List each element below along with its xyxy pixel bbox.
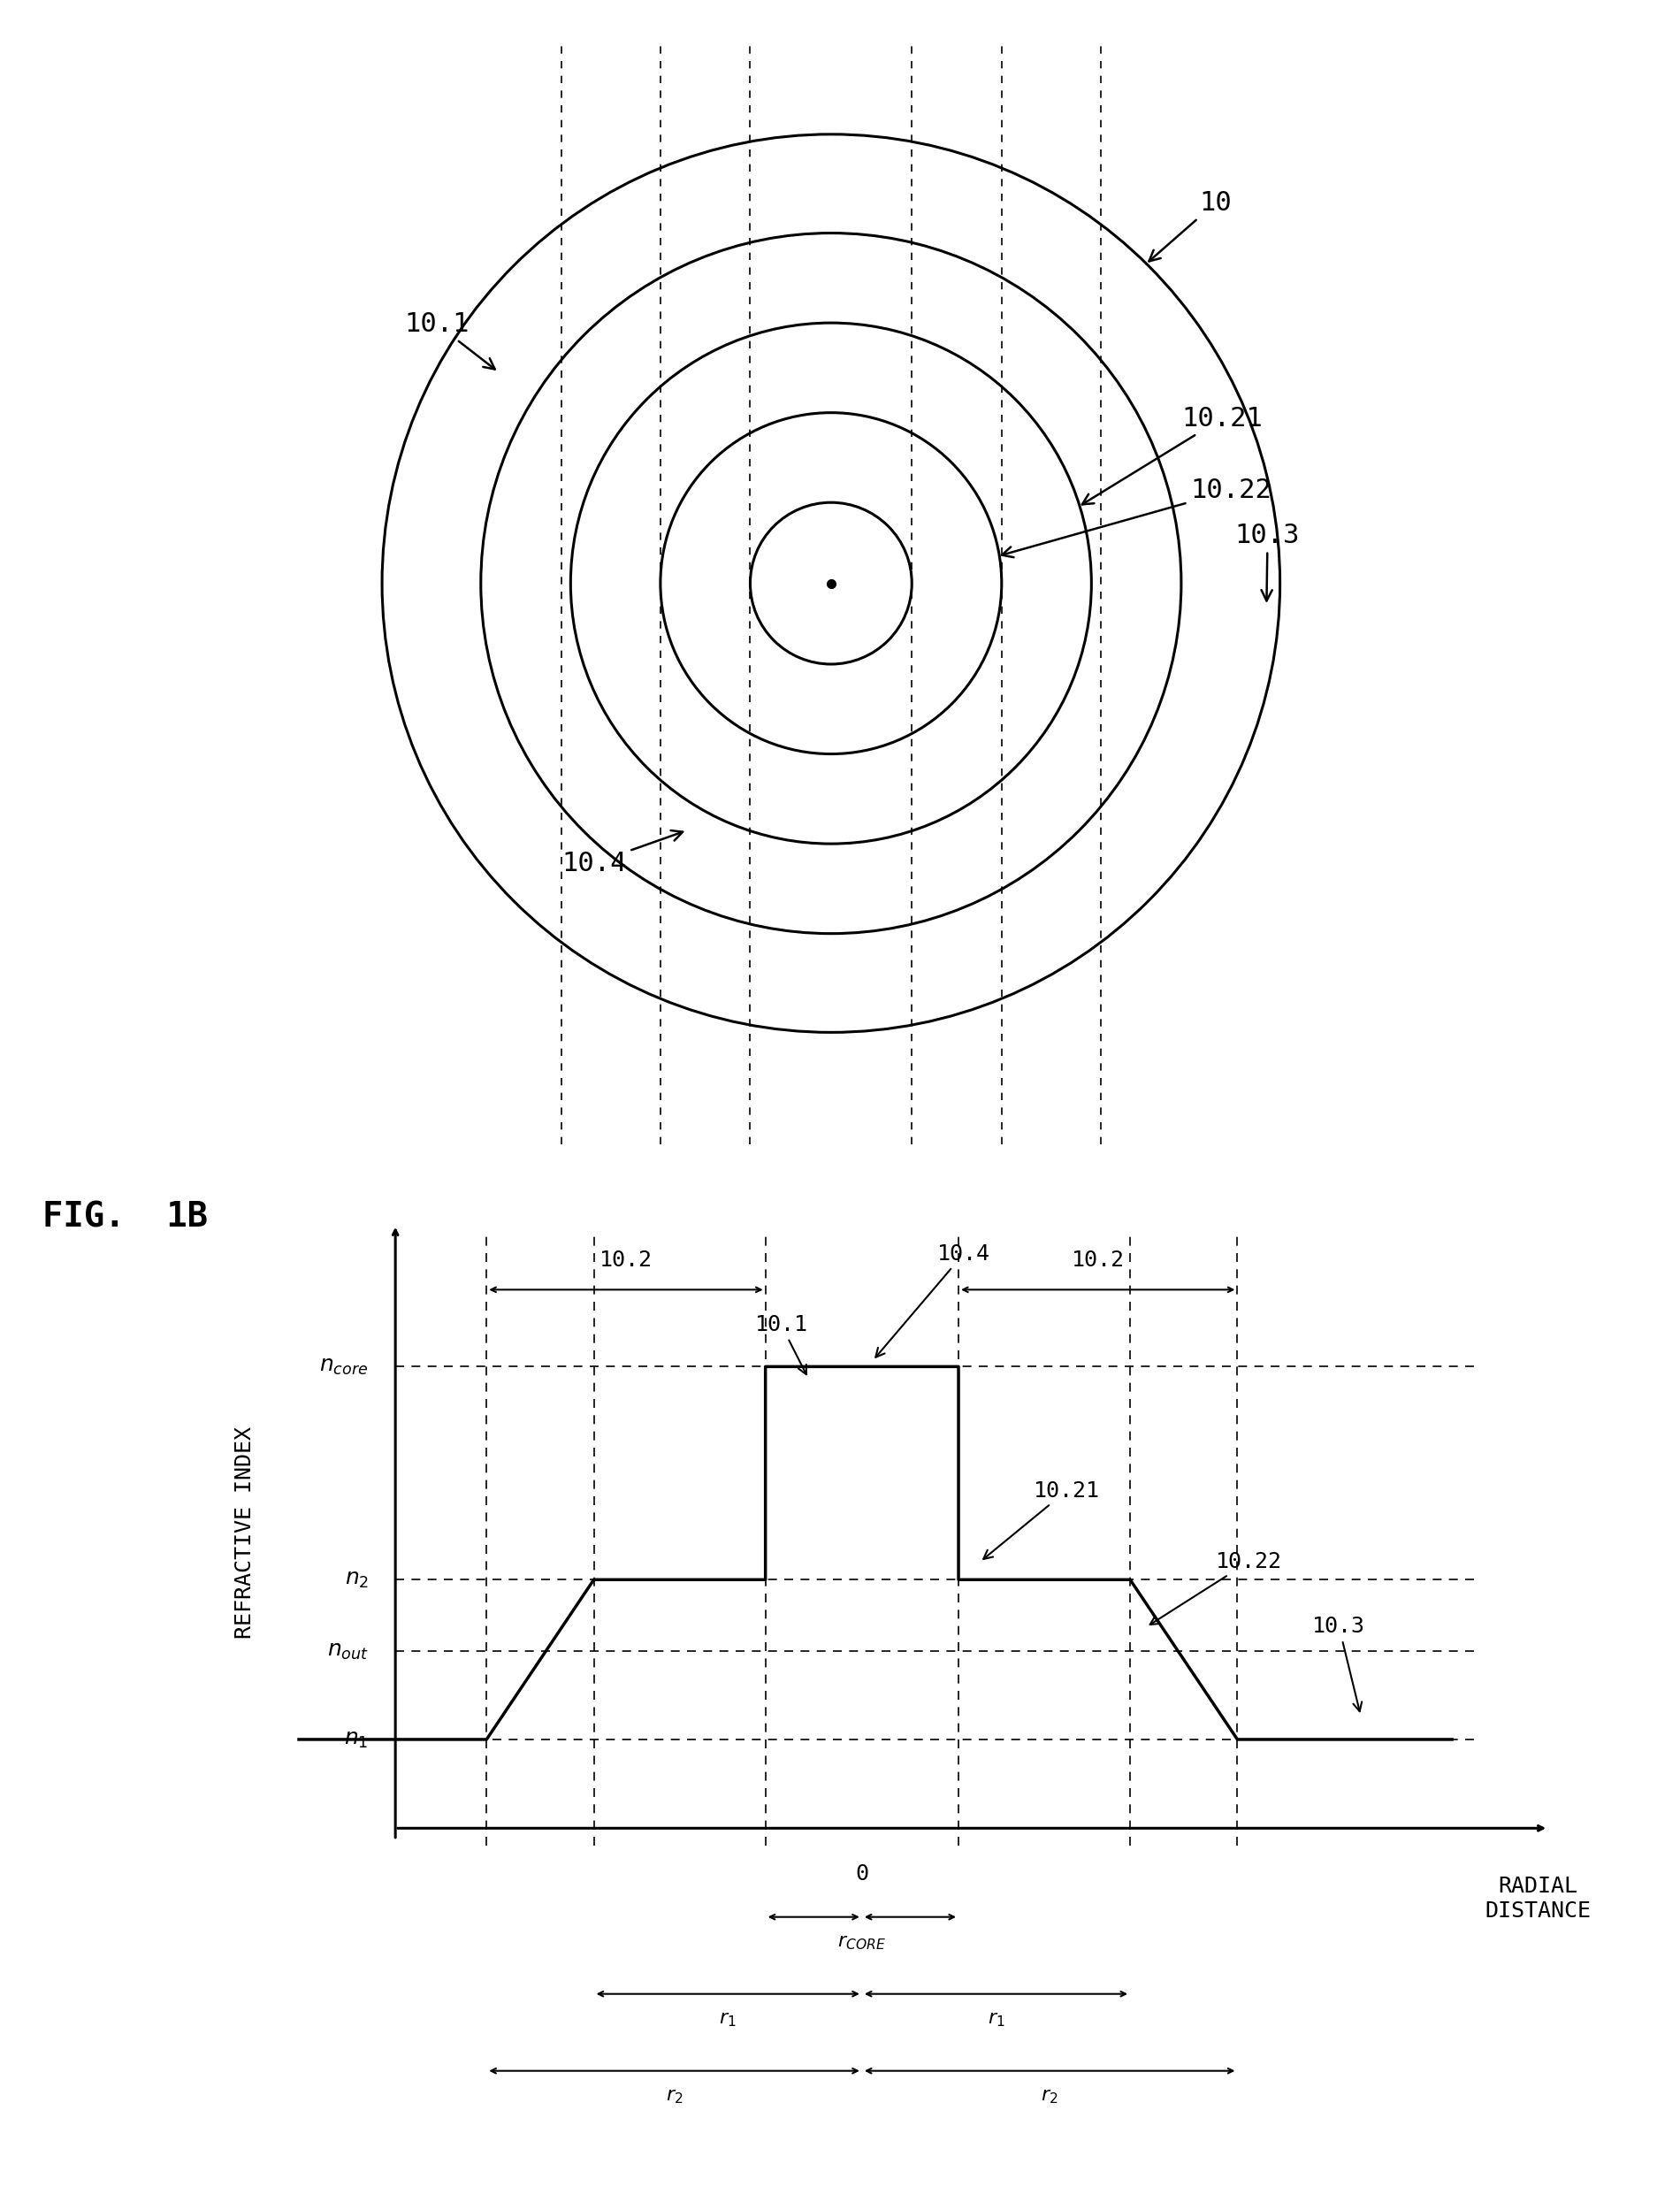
- Text: 10.21: 10.21: [1082, 405, 1262, 504]
- Text: $n_1$: $n_1$: [344, 1729, 368, 1751]
- Text: $r_2$: $r_2$: [665, 2087, 682, 2105]
- Text: $r_{CORE}$: $r_{CORE}$: [838, 1933, 887, 1951]
- Text: $r_1$: $r_1$: [719, 2010, 736, 2028]
- Text: 10: 10: [1149, 189, 1231, 262]
- Text: 0: 0: [855, 1863, 869, 1885]
- Text: REFRACTIVE INDEX: REFRACTIVE INDEX: [235, 1427, 255, 1638]
- Text: 10.22: 10.22: [1001, 478, 1272, 557]
- Text: 10.2: 10.2: [1072, 1249, 1124, 1271]
- Text: 10.4: 10.4: [875, 1244, 990, 1356]
- Text: 10.3: 10.3: [1235, 522, 1300, 601]
- Text: FIG.  1B: FIG. 1B: [42, 1200, 207, 1233]
- Text: $n_2$: $n_2$: [344, 1570, 368, 1590]
- Text: 10.22: 10.22: [1151, 1550, 1282, 1625]
- Text: RADIAL
DISTANCE: RADIAL DISTANCE: [1485, 1876, 1591, 1922]
- Text: 10.21: 10.21: [983, 1480, 1100, 1559]
- Text: 10.2: 10.2: [600, 1249, 652, 1271]
- Text: 10.1: 10.1: [405, 310, 496, 370]
- Text: 10.3: 10.3: [1312, 1616, 1366, 1711]
- Text: $r_1$: $r_1$: [988, 2010, 1005, 2028]
- Text: $r_2$: $r_2$: [1042, 2087, 1058, 2105]
- Text: 10.4: 10.4: [561, 830, 682, 876]
- Text: 10.1: 10.1: [754, 1315, 808, 1374]
- Text: $n_{core}$: $n_{core}$: [319, 1356, 368, 1376]
- Text: $n_{out}$: $n_{out}$: [328, 1640, 368, 1660]
